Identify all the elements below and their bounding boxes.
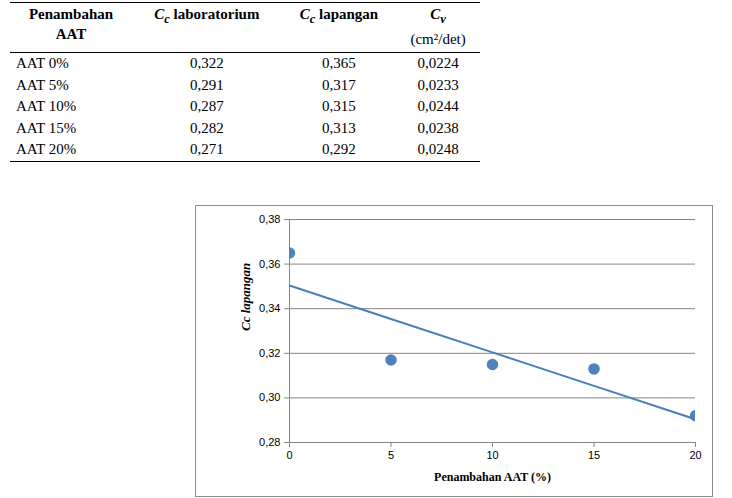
html-text:0,313: 0,313 (322, 119, 356, 136)
html-text:0,365: 0,365 (322, 55, 356, 71)
html-text:Cclapangan: Cclapangan (299, 6, 379, 26)
html-text:0,271: 0,271 (190, 141, 224, 158)
svg-text:0,30: 0,30 (259, 391, 280, 403)
html-text:0,0224: 0,0224 (417, 55, 459, 71)
html-text:(cm²/det): (cm²/det) (410, 31, 466, 47)
html-text:0,0244: 0,0244 (417, 98, 459, 115)
html-text:Penambahan: Penambahan (28, 6, 114, 22)
svg-text:0,36: 0,36 (259, 258, 280, 270)
html-text:0,0238: 0,0238 (417, 119, 459, 136)
html-text:0,317: 0,317 (322, 76, 356, 93)
html-text:AAT 5%: AAT 5% (16, 76, 69, 93)
html-text:Cv: Cv (430, 6, 446, 26)
html-text:AAT 0%: AAT 0% (16, 55, 69, 71)
svg-text:20: 20 (689, 449, 701, 461)
svg-text:0,34: 0,34 (259, 302, 280, 314)
html-text:AAT 20%: AAT 20% (16, 141, 77, 158)
html-text:AAT 10%: AAT 10% (16, 98, 77, 115)
html-text:0,0248: 0,0248 (417, 141, 459, 158)
html-text:AAT 15%: AAT 15% (16, 119, 77, 136)
svg-text:Penambahan AAT (%): Penambahan AAT (%) (434, 470, 551, 484)
html-text:0,287: 0,287 (190, 98, 224, 115)
svg-text:0,28: 0,28 (259, 436, 280, 448)
html-text:Cclaboratorium: Cclaboratorium (154, 6, 260, 26)
html-text:0,282: 0,282 (190, 119, 224, 136)
html-text:0,292: 0,292 (322, 141, 356, 158)
svg-text:0,38: 0,38 (259, 213, 280, 225)
html-text:0,315: 0,315 (322, 98, 356, 115)
svg-text:0: 0 (286, 449, 292, 461)
html-text:0,291: 0,291 (190, 76, 224, 93)
html-text:AAT: AAT (55, 26, 87, 42)
svg-text:Cc lapangan: Cc lapangan (238, 263, 253, 331)
svg-text:5: 5 (388, 449, 394, 461)
svg-text:0,32: 0,32 (259, 347, 280, 359)
html-text:0,322: 0,322 (190, 55, 224, 71)
html-text:0,0233: 0,0233 (417, 76, 459, 93)
svg-text:15: 15 (588, 449, 600, 461)
svg-text:10: 10 (486, 449, 498, 461)
